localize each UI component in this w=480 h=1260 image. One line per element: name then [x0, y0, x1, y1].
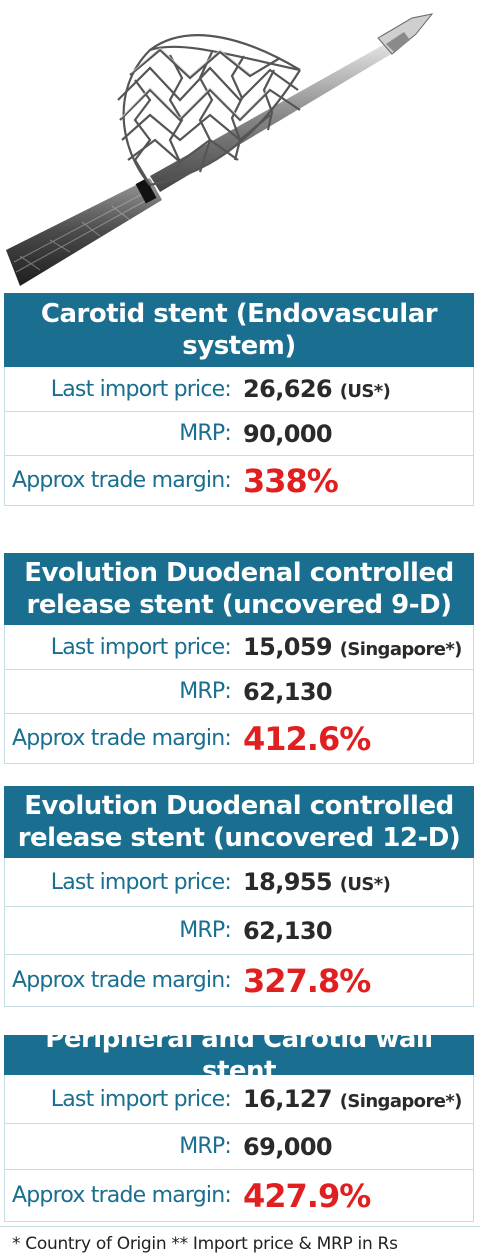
last-import-value: 18,955 [243, 868, 333, 896]
mrp-label: MRP: [179, 918, 232, 943]
margin-row: Approx trade margin: 338% [5, 455, 473, 505]
mrp-value: 69,000 [243, 1132, 333, 1161]
margin-label: Approx trade margin: [12, 726, 232, 751]
country-of-origin: (Singapore*) [339, 1091, 463, 1112]
mrp-label: MRP: [179, 1134, 232, 1159]
margin-value: 338% [243, 461, 339, 500]
mrp-value: 62,130 [243, 916, 333, 945]
margin-row: Approx trade margin: 412.6% [5, 713, 473, 763]
last-import-value-cell: 16,127 (Singapore*) [237, 1085, 473, 1113]
last-import-value: 26,626 [243, 375, 333, 403]
mrp-label: MRP: [179, 421, 232, 446]
last-import-label: Last import price: [50, 376, 232, 402]
last-import-row: Last import price: 26,626 (US*) [5, 367, 473, 411]
country-of-origin: (Singapore*) [339, 639, 463, 660]
last-import-row: Last import price: 15,059 (Singapore*) [5, 625, 473, 669]
margin-value: 327.8% [243, 961, 371, 1000]
margin-value: 427.9% [243, 1176, 371, 1215]
last-import-value-cell: 26,626 (US*) [237, 375, 473, 403]
mrp-label: MRP: [179, 679, 232, 704]
section-title: Evolution Duodenal controlled release st… [4, 786, 474, 858]
margin-label: Approx trade margin: [12, 468, 232, 493]
section-title: Peripheral and Carotid wall stent [4, 1024, 474, 1086]
last-import-label: Last import price: [50, 634, 232, 660]
mrp-row: MRP: 62,130 [5, 906, 473, 954]
last-import-value: 15,059 [243, 633, 333, 661]
section-title: Carotid stent (Endovascular system) [4, 293, 474, 367]
stent-section-carotid: Carotid stent (Endovascular system) Last… [4, 293, 474, 506]
last-import-row: Last import price: 16,127 (Singapore*) [5, 1075, 473, 1123]
country-of-origin: (US*) [339, 381, 391, 402]
last-import-value: 16,127 [243, 1085, 333, 1113]
mrp-row: MRP: 62,130 [5, 669, 473, 713]
last-import-row: Last import price: 18,955 (US*) [5, 858, 473, 906]
footnote: * Country of Origin ** Import price & MR… [0, 1226, 480, 1260]
stent-section-peripheral-carotid: Peripheral and Carotid wall stent Last i… [4, 1024, 474, 1222]
last-import-value-cell: 18,955 (US*) [237, 868, 473, 896]
mrp-value: 90,000 [243, 419, 333, 448]
section-title: Evolution Duodenal controlled release st… [4, 553, 474, 625]
last-import-value-cell: 15,059 (Singapore*) [237, 633, 473, 661]
mrp-value: 62,130 [243, 677, 333, 706]
stent-section-duodenal-9d: Evolution Duodenal controlled release st… [4, 553, 474, 764]
margin-row: Approx trade margin: 327.8% [5, 954, 473, 1006]
stent-image [6, 13, 434, 286]
margin-label: Approx trade margin: [12, 1183, 232, 1208]
margin-label: Approx trade margin: [12, 968, 232, 993]
mrp-row: MRP: 69,000 [5, 1123, 473, 1169]
stent-illustration [0, 0, 480, 292]
last-import-label: Last import price: [50, 869, 232, 895]
margin-value: 412.6% [243, 719, 371, 758]
country-of-origin: (US*) [339, 874, 391, 895]
margin-row: Approx trade margin: 427.9% [5, 1169, 473, 1221]
last-import-label: Last import price: [50, 1086, 232, 1112]
stent-section-duodenal-12d: Evolution Duodenal controlled release st… [4, 786, 474, 1007]
mrp-row: MRP: 90,000 [5, 411, 473, 455]
